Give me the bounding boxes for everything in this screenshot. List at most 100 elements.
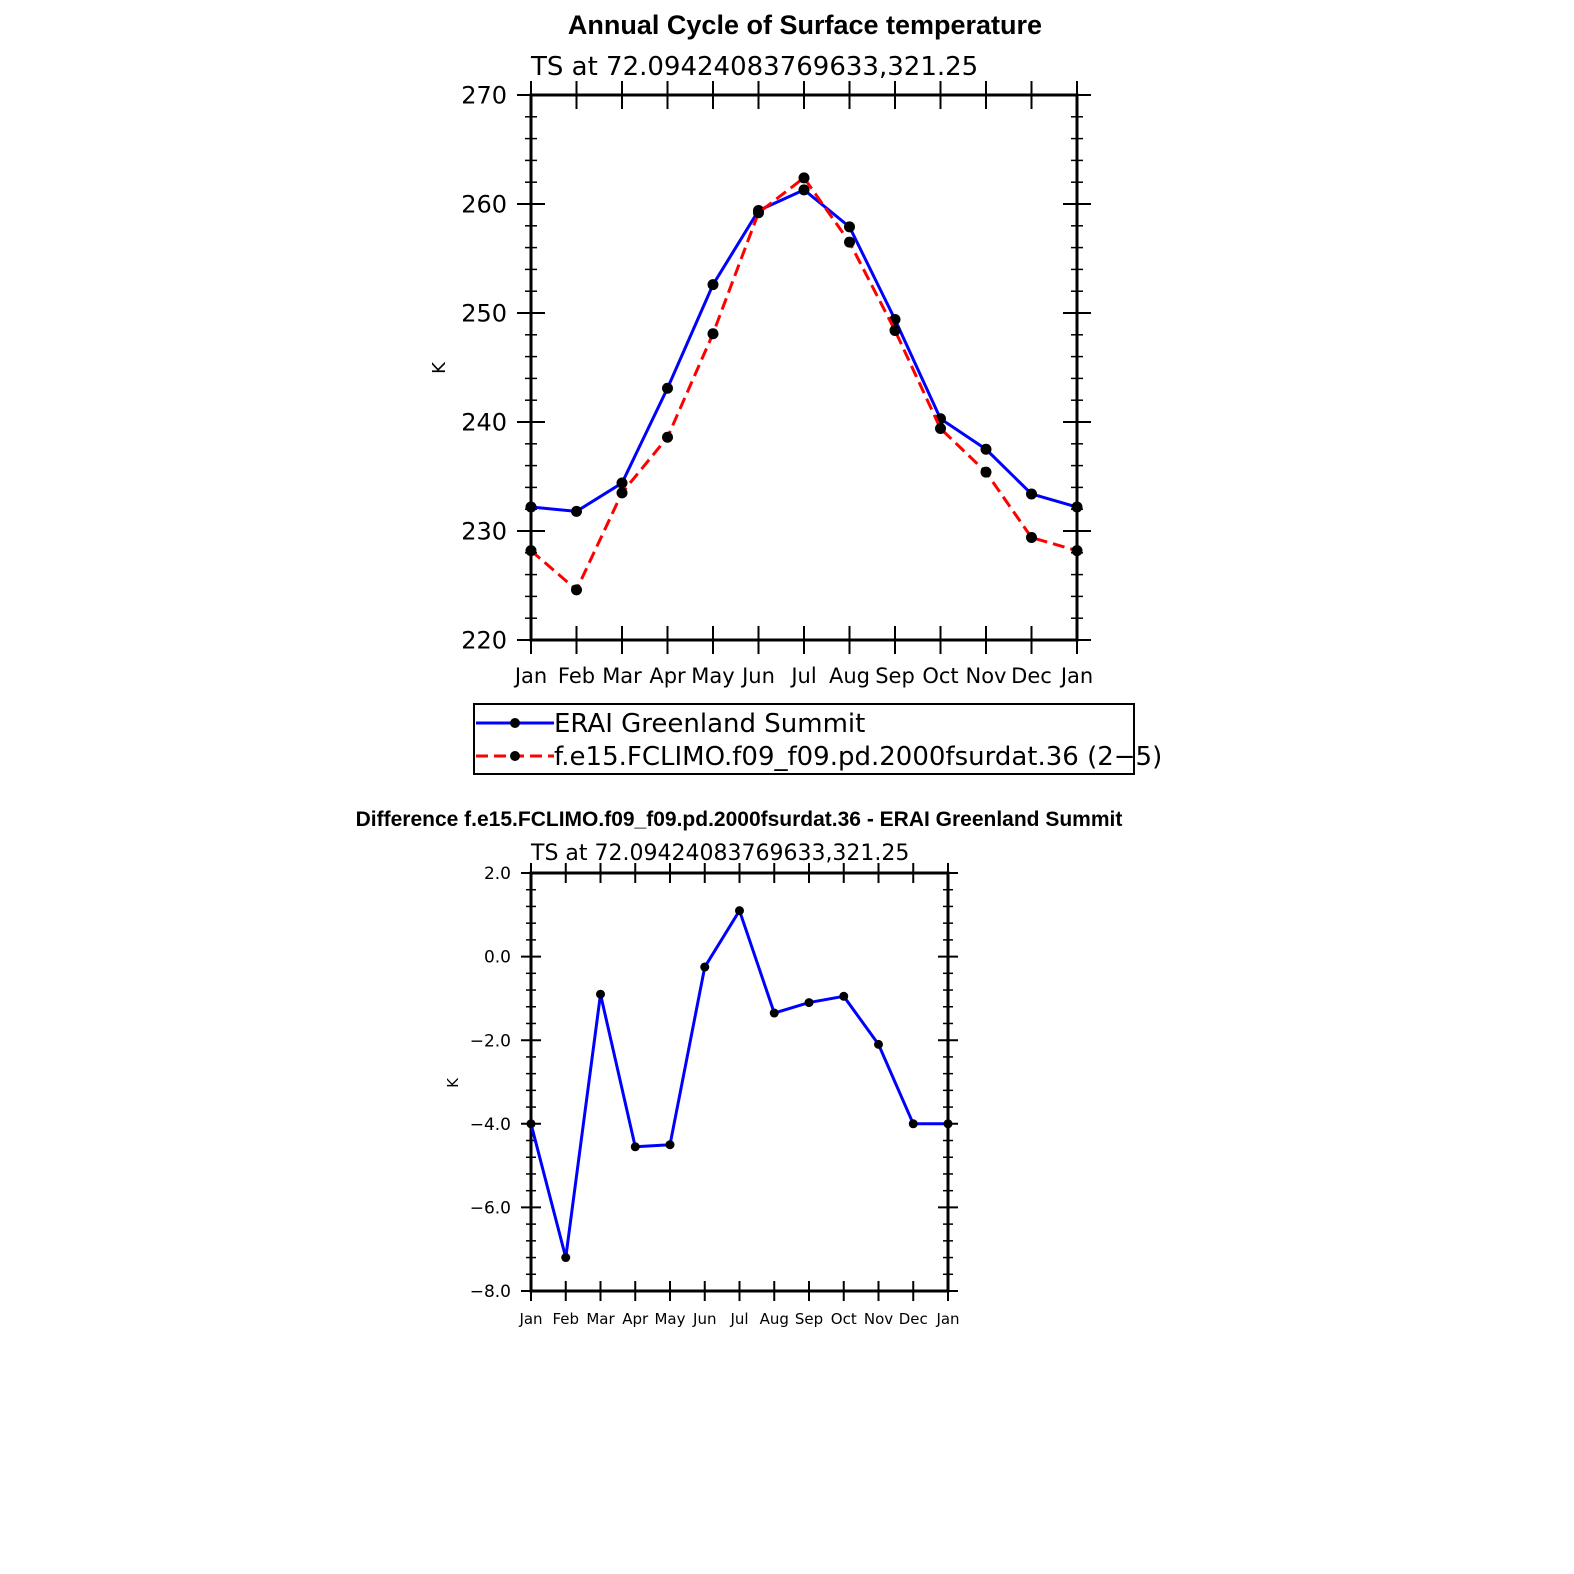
data-point-1 bbox=[935, 423, 946, 435]
x-tick-label: Nov bbox=[966, 664, 1007, 688]
chart-title: Difference f.e15.FCLIMO.f09_f09.pd.2000f… bbox=[356, 808, 1123, 831]
x-tick-label: Apr bbox=[622, 1310, 649, 1328]
y-tick-labels: 220 230 240 250 260 270 bbox=[461, 82, 507, 655]
chart-subtitle: TS at 72.09424083769633,321.25 bbox=[530, 841, 909, 866]
difference-chart: Difference f.e15.FCLIMO.f09_f09.pd.2000f… bbox=[356, 808, 1123, 1328]
y-tick-label: −2.0 bbox=[470, 1031, 511, 1051]
x-tick-label: Jan bbox=[1059, 664, 1093, 688]
y-tick-label: −8.0 bbox=[470, 1282, 511, 1302]
x-tick-label: Dec bbox=[899, 1310, 928, 1328]
y-tick-label: 270 bbox=[461, 82, 507, 110]
plot-axes bbox=[517, 81, 1091, 654]
data-point-0 bbox=[735, 906, 744, 916]
x-tick-label: Nov bbox=[864, 1310, 893, 1328]
y-axis-label: K bbox=[444, 1077, 462, 1088]
data-point-1 bbox=[616, 487, 628, 499]
series-layer bbox=[526, 906, 953, 1263]
series-line-1 bbox=[530, 176, 1078, 592]
series-layer bbox=[525, 172, 1083, 596]
y-tick-label: 2.0 bbox=[484, 864, 511, 884]
x-tick-label: Jul bbox=[729, 1310, 748, 1328]
x-tick-label: Mar bbox=[586, 1310, 615, 1328]
data-point-0 bbox=[943, 1119, 953, 1129]
data-point-0 bbox=[616, 477, 628, 489]
x-tick-label: Sep bbox=[795, 1310, 823, 1328]
legend-label-model: f.e15.FCLIMO.f09_f09.pd.2000fsurdat.36 (… bbox=[554, 742, 1162, 772]
legend-marker-model bbox=[510, 751, 520, 761]
x-tick-label: Feb bbox=[552, 1310, 579, 1328]
data-point-0 bbox=[665, 1140, 675, 1150]
data-point-1 bbox=[707, 328, 719, 340]
data-point-0 bbox=[1026, 488, 1037, 500]
x-tick-labels: Jan Feb Mar Apr May Jun Jul Aug Sep Oct Nov Dec Jan bbox=[513, 664, 1093, 688]
data-point-0 bbox=[526, 1119, 536, 1129]
y-tick-label: −4.0 bbox=[470, 1115, 511, 1135]
plot-frame bbox=[529, 871, 950, 1293]
y-tick-label: −6.0 bbox=[470, 1199, 511, 1219]
x-tick-label: May bbox=[691, 664, 734, 688]
data-point-0 bbox=[700, 962, 710, 972]
y-tick-label: 260 bbox=[461, 191, 507, 219]
data-point-1 bbox=[525, 545, 537, 557]
x-tick-label: Mar bbox=[602, 664, 642, 688]
x-tick-label: Jan bbox=[935, 1310, 959, 1328]
data-point-0 bbox=[707, 279, 719, 291]
x-tick-label: May bbox=[654, 1310, 685, 1328]
x-tick-label: Apr bbox=[649, 664, 686, 688]
data-point-0 bbox=[1071, 501, 1083, 513]
plot-axes bbox=[521, 863, 958, 1301]
data-point-0 bbox=[662, 382, 673, 394]
series-line-0 bbox=[529, 909, 948, 1260]
y-axis-label: K bbox=[429, 361, 450, 374]
legend-marker-erai bbox=[510, 718, 520, 728]
data-point-0 bbox=[630, 1142, 640, 1152]
x-tick-label: Jan bbox=[518, 1310, 542, 1328]
x-tick-label: Jul bbox=[789, 664, 816, 688]
y-tick-label: 0.0 bbox=[484, 948, 511, 968]
data-point-0 bbox=[571, 505, 582, 517]
data-point-0 bbox=[839, 991, 849, 1001]
data-point-0 bbox=[769, 1008, 779, 1018]
data-point-1 bbox=[571, 584, 582, 596]
series-line-0 bbox=[530, 188, 1078, 513]
data-point-1 bbox=[844, 236, 855, 248]
y-tick-labels: −8.0 −6.0 −4.0 −2.0 0.0 2.0 bbox=[470, 864, 511, 1302]
annual-cycle-chart: Annual Cycle of Surface temperature TS a… bbox=[429, 10, 1162, 775]
x-tick-labels: Jan Feb Mar Apr May Jun Jul Aug Sep Oct Nov Dec Jan bbox=[518, 1310, 959, 1328]
x-tick-label: Jan bbox=[513, 664, 547, 688]
x-tick-label: Aug bbox=[760, 1310, 789, 1328]
data-point-0 bbox=[561, 1253, 571, 1263]
legend-box bbox=[473, 703, 1135, 775]
x-tick-label: Oct bbox=[922, 664, 958, 688]
data-point-0 bbox=[908, 1119, 918, 1129]
data-point-1 bbox=[753, 207, 764, 219]
x-tick-label: Feb bbox=[558, 664, 595, 688]
x-tick-label: Jun bbox=[740, 664, 775, 688]
x-tick-label: Jun bbox=[692, 1310, 716, 1328]
x-tick-label: Sep bbox=[875, 664, 915, 688]
data-point-1 bbox=[980, 466, 992, 478]
x-tick-label: Aug bbox=[829, 664, 870, 688]
legend-label-erai: ERAI Greenland Summit bbox=[554, 709, 865, 739]
data-point-0 bbox=[798, 184, 810, 196]
data-point-1 bbox=[798, 172, 810, 184]
data-point-0 bbox=[844, 221, 855, 233]
x-tick-label: Oct bbox=[831, 1310, 857, 1328]
y-tick-label: 220 bbox=[461, 627, 507, 655]
data-point-1 bbox=[662, 431, 673, 443]
legend: ERAI Greenland Summit f.e15.FCLIMO.f09_f… bbox=[473, 703, 1162, 775]
y-tick-label: 250 bbox=[461, 300, 507, 328]
data-point-1 bbox=[889, 324, 901, 336]
x-tick-label: Dec bbox=[1011, 664, 1052, 688]
data-point-1 bbox=[1026, 532, 1037, 544]
data-point-0 bbox=[980, 443, 992, 455]
y-tick-label: 240 bbox=[461, 409, 507, 437]
data-point-0 bbox=[804, 998, 814, 1008]
chart-title: Annual Cycle of Surface temperature bbox=[568, 10, 1042, 40]
y-tick-label: 230 bbox=[461, 518, 507, 546]
data-point-0 bbox=[596, 989, 605, 999]
chart-subtitle: TS at 72.09424083769633,321.25 bbox=[530, 52, 978, 82]
data-point-0 bbox=[525, 501, 537, 513]
data-point-1 bbox=[1071, 545, 1083, 557]
